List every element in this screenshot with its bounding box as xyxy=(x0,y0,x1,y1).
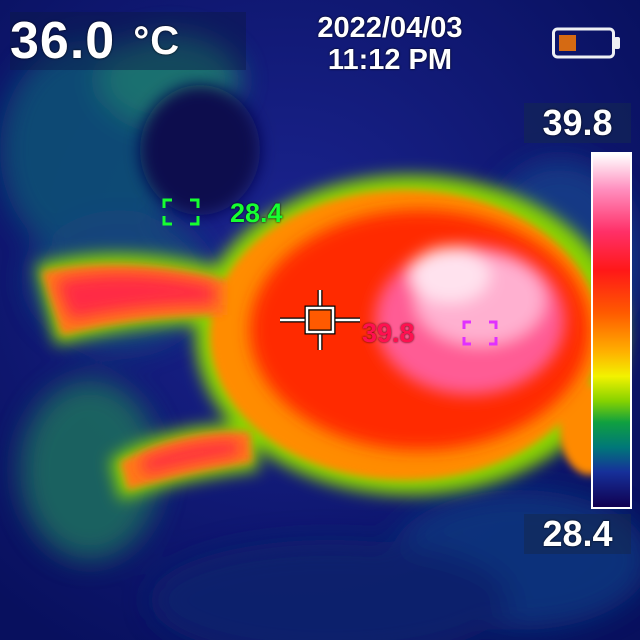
scale-max-value: 39.8 xyxy=(524,103,631,143)
temperature-color-scale xyxy=(591,152,632,509)
time-text: 11:12 PM xyxy=(285,44,495,76)
crosshair-icon xyxy=(280,290,360,350)
scale-min-value: 28.4 xyxy=(524,514,631,554)
center-temperature-readout: 36.0 °C xyxy=(10,12,246,70)
hot-spot-value: 39.8 xyxy=(362,318,415,348)
cold-spot-marker-icon xyxy=(162,198,200,226)
center-temperature-value: 36.0 xyxy=(10,12,115,70)
battery-low-icon xyxy=(552,27,622,59)
hot-spot-marker-icon xyxy=(462,320,498,346)
datetime-display: 2022/04/03 11:12 PM xyxy=(285,12,495,76)
cold-spot-value: 28.4 xyxy=(230,198,283,228)
temperature-unit: °C xyxy=(133,12,180,70)
date-text: 2022/04/03 xyxy=(285,12,495,44)
